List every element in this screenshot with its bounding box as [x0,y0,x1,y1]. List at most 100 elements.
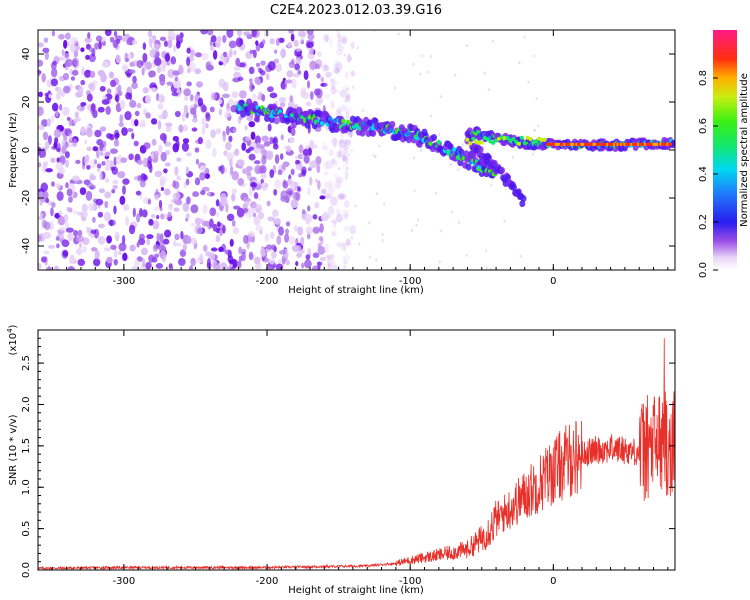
spectrogram-cell [341,118,346,124]
spectrogram-cell [53,128,62,138]
colorbar-gradient [713,30,737,270]
spectrogram-cell [558,142,561,146]
spectrogram-cell [122,178,130,185]
spectrogram-cell [186,196,191,205]
spectrogram-cell [233,49,237,56]
spectrogram-cell [488,88,491,92]
spectrogram-cell [228,259,235,265]
spectrogram-cell [376,192,379,196]
spectrogram-cell [329,180,335,189]
spectrogram-cell [228,40,237,49]
spectrogram-cell [279,153,284,160]
spectrogram-cell [261,39,266,45]
spectrogram-cell [148,70,156,78]
spectrogram-cell [151,138,157,146]
spectrogram-cell [158,245,167,252]
spectrogram-cell [205,112,211,122]
spectrogram-cell [72,175,80,183]
spectrogram-cell [370,129,377,137]
spectrogram-cell [269,92,278,99]
spectrogram-cell [609,142,612,146]
spectrogram-cell [298,144,304,154]
spectrogram-cell [76,235,85,243]
spectrogram-ytick-label: -20 [21,190,32,206]
spectrogram-cell [314,201,320,209]
spectrogram-cell [134,119,139,127]
spectrogram-cell [166,125,172,133]
spectrogram-cell [561,142,564,146]
spectrogram-cell [436,140,442,145]
colorbar-tick-label: 0.2 [698,214,709,230]
spectrogram-cell [80,47,85,53]
spectrogram-cell [173,192,181,200]
spectrogram-cell [164,122,173,127]
spectrogram-cell [93,258,101,267]
spectrogram-cell [465,137,470,142]
spectrogram-cell [124,110,132,121]
spectrogram-cell [344,95,351,100]
spectrogram-cell [38,106,44,116]
spectrogram-cell [309,160,318,169]
spectrogram-cell [309,47,314,55]
spectrogram-cell [294,49,298,57]
spectrogram-cell [80,102,87,107]
spectrogram-cell [275,37,280,47]
spectrogram-cell [327,186,335,195]
spectrogram-cell [79,187,87,196]
spectrogram-cell [344,212,349,220]
spectrogram-cell [114,231,120,241]
spectrogram-cell [99,126,107,132]
spectrogram-cell [471,136,476,141]
spectrogram-cell [275,263,284,270]
spectrogram-cell [245,165,253,172]
spectrogram-cell [225,108,232,118]
spectrogram-cell [92,146,99,152]
spectrogram-cell [218,246,224,253]
spectrogram-cell [270,231,275,240]
spectrogram-cell [279,101,286,108]
spectrogram-cell [106,235,112,244]
spectrogram-cell [276,235,282,245]
spectrogram-cell [325,160,334,170]
spectrogram-cell [413,189,416,193]
spectrogram-cell [238,255,243,263]
spectrogram-cell [176,175,182,181]
spectrogram-cell [322,160,329,170]
spectrogram-cell [112,179,119,185]
spectrogram-cell [344,99,347,103]
spectrogram-cell [457,168,460,172]
spectrogram-cell [354,204,357,208]
spectrogram-cell [343,53,346,57]
spectrogram-cell [284,79,288,85]
spectrogram-cell [267,61,276,71]
spectrogram-cell [340,44,344,52]
spectrogram-cell [38,146,42,156]
snr-marks [38,338,675,570]
spectrogram-cell [267,216,276,222]
spectrogram-cell [454,73,457,77]
spectrogram-cell [199,253,204,262]
spectrogram-cell [59,103,63,111]
spectrogram-cell [121,37,128,42]
spectrogram-cell [582,142,585,146]
spectrogram-cell [156,215,160,220]
spectrogram-cell [273,58,280,64]
spectrogram-cell [268,116,275,124]
spectrogram-cell [426,70,429,74]
spectrogram-cell [99,171,103,181]
spectrogram-cell [119,114,124,124]
spectrogram-cell [70,76,76,81]
spectrogram-cell [341,153,346,163]
spectrogram-cell [69,43,76,53]
spectrogram-cell [263,141,271,147]
spectrogram-cell [316,73,321,79]
spectrogram-cell [191,117,198,123]
spectrogram-cell [55,236,60,241]
spectrogram-cell [144,94,152,104]
spectrogram-cell [190,204,199,214]
snr-ytick-label: 0.0 [21,562,32,578]
spectrogram-cell [248,186,253,197]
spectrogram-cell [654,142,657,146]
spectrogram-cell [126,72,132,78]
spectrogram-ytick-label: 40 [21,48,32,61]
